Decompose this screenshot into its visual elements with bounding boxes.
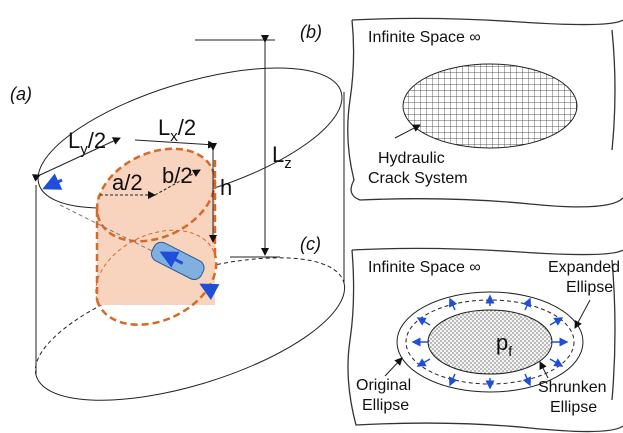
label-part: Original <box>356 377 411 394</box>
label-part: p <box>496 330 508 355</box>
expanded-label: Expanded Ellipse <box>548 259 620 296</box>
shrunken-label: Shrunken Ellipse <box>538 379 607 416</box>
ly-label: Ly/2 <box>68 128 106 158</box>
original-label: Original Ellipse <box>356 377 411 414</box>
panel-label: (b) <box>300 22 322 42</box>
panel-b: (b) Infinite Space ∞ Hydraulic Crack Syst… <box>300 18 623 207</box>
line <box>550 318 562 325</box>
line <box>385 358 402 376</box>
label-part: Ellipse <box>550 399 597 416</box>
panel-a: (a) Ly/2 Lx/2 a/2 b/2 h Lz <box>10 39 357 400</box>
label-part: Ellipse <box>566 279 613 296</box>
line <box>395 125 420 138</box>
label-part: Crack System <box>368 170 468 187</box>
crack-label: Hydraulic Crack System <box>368 150 468 187</box>
label-part: Ellipse <box>362 397 409 414</box>
label-part: L <box>158 115 170 140</box>
crack-system <box>403 64 577 148</box>
shrunken-ellipse <box>428 310 552 374</box>
line <box>575 300 590 328</box>
space-label: Infinite Space ∞ <box>368 29 481 46</box>
b-label: b/2 <box>162 163 193 188</box>
panel-label: (c) <box>300 234 321 254</box>
label-part: /2 <box>178 115 196 140</box>
h-label: h <box>220 175 232 200</box>
label-part: Shrunken <box>538 379 607 396</box>
line <box>418 318 430 325</box>
panel-label: (a) <box>10 84 32 104</box>
a-label: a/2 <box>112 170 143 195</box>
label-part: z <box>284 155 292 172</box>
label-part: L <box>272 142 284 167</box>
label-part: Expanded <box>548 259 620 276</box>
figure: (a) Ly/2 Lx/2 a/2 b/2 h Lz (b) Infinite … <box>0 0 623 433</box>
label-part: f <box>508 343 512 359</box>
line <box>550 359 562 366</box>
line <box>418 359 430 366</box>
lz-label: Lz <box>272 142 292 172</box>
space-label: Infinite Space ∞ <box>368 259 481 276</box>
label-part: L <box>68 128 80 153</box>
lx-label: Lx/2 <box>158 115 196 145</box>
label-part: /2 <box>88 128 106 153</box>
label-part: Hydraulic <box>378 150 445 167</box>
line <box>45 180 62 188</box>
